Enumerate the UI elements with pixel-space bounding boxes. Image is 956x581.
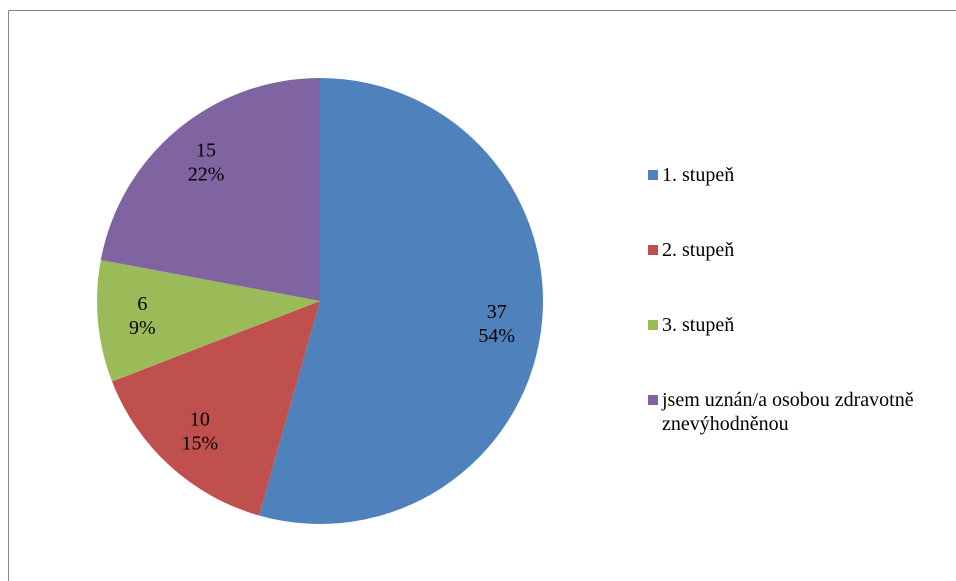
data-label-value: 10	[190, 408, 210, 430]
pie-slice	[96, 260, 320, 382]
legend-label: 1. stupeň	[662, 164, 735, 186]
legend-item: jsem uznán/a osobou zdravotně znevýhodně…	[648, 388, 952, 436]
pie-slice	[100, 78, 320, 301]
legend-swatch	[648, 170, 658, 180]
legend-item: 1. stupeň	[648, 163, 956, 187]
pie-slice	[258, 78, 543, 524]
legend-swatch	[648, 245, 658, 255]
data-label-percent: 9%	[129, 317, 156, 339]
data-label-value: 37	[487, 301, 507, 323]
data-label-percent: 22%	[188, 163, 225, 185]
data-label-percent: 54%	[478, 325, 515, 347]
pie-slice	[112, 301, 321, 516]
legend-item: 2. stupeň	[648, 238, 956, 262]
legend-swatch	[648, 320, 658, 330]
legend-label: 2. stupeň	[662, 239, 735, 261]
legend-label: jsem uznán/a osobou zdravotně znevýhodně…	[662, 389, 914, 435]
data-label-value: 15	[196, 139, 216, 161]
data-label-value: 6	[137, 293, 147, 315]
legend-item: 3. stupeň	[648, 313, 956, 337]
legend-swatch	[648, 395, 658, 405]
data-label-percent: 15%	[181, 432, 218, 454]
legend-label: 3. stupeň	[662, 314, 735, 336]
